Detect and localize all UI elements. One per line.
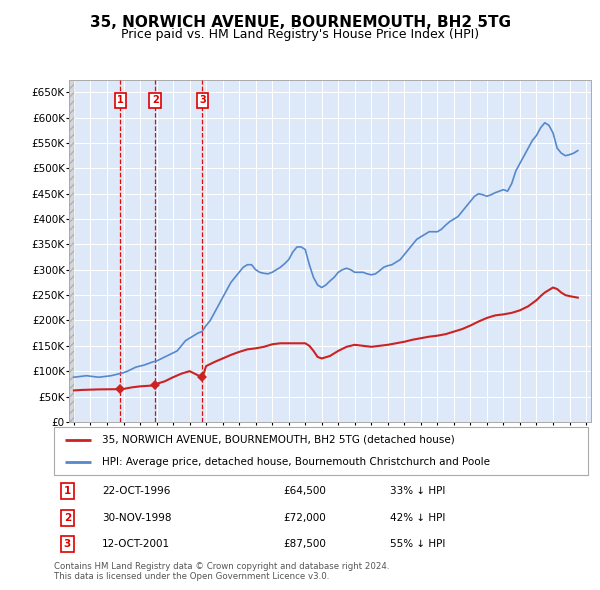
Text: 22-OCT-1996: 22-OCT-1996 (102, 486, 170, 496)
Text: £87,500: £87,500 (284, 539, 326, 549)
Text: £64,500: £64,500 (284, 486, 326, 496)
Text: 55% ↓ HPI: 55% ↓ HPI (391, 539, 446, 549)
Text: 2: 2 (152, 95, 158, 105)
Text: Contains HM Land Registry data © Crown copyright and database right 2024.
This d: Contains HM Land Registry data © Crown c… (54, 562, 389, 581)
Text: 1: 1 (64, 486, 71, 496)
Text: 2: 2 (64, 513, 71, 523)
Text: 42% ↓ HPI: 42% ↓ HPI (391, 513, 446, 523)
Text: 1: 1 (117, 95, 124, 105)
Text: 3: 3 (199, 95, 206, 105)
Bar (69, 80, 74, 422)
Text: 3: 3 (64, 539, 71, 549)
Text: 35, NORWICH AVENUE, BOURNEMOUTH, BH2 5TG (detached house): 35, NORWICH AVENUE, BOURNEMOUTH, BH2 5TG… (102, 435, 455, 445)
Text: 30-NOV-1998: 30-NOV-1998 (102, 513, 172, 523)
Text: £72,000: £72,000 (284, 513, 326, 523)
Text: Price paid vs. HM Land Registry's House Price Index (HPI): Price paid vs. HM Land Registry's House … (121, 28, 479, 41)
FancyBboxPatch shape (54, 427, 588, 475)
Text: HPI: Average price, detached house, Bournemouth Christchurch and Poole: HPI: Average price, detached house, Bour… (102, 457, 490, 467)
Text: 12-OCT-2001: 12-OCT-2001 (102, 539, 170, 549)
Text: 33% ↓ HPI: 33% ↓ HPI (391, 486, 446, 496)
Text: 35, NORWICH AVENUE, BOURNEMOUTH, BH2 5TG: 35, NORWICH AVENUE, BOURNEMOUTH, BH2 5TG (89, 15, 511, 30)
